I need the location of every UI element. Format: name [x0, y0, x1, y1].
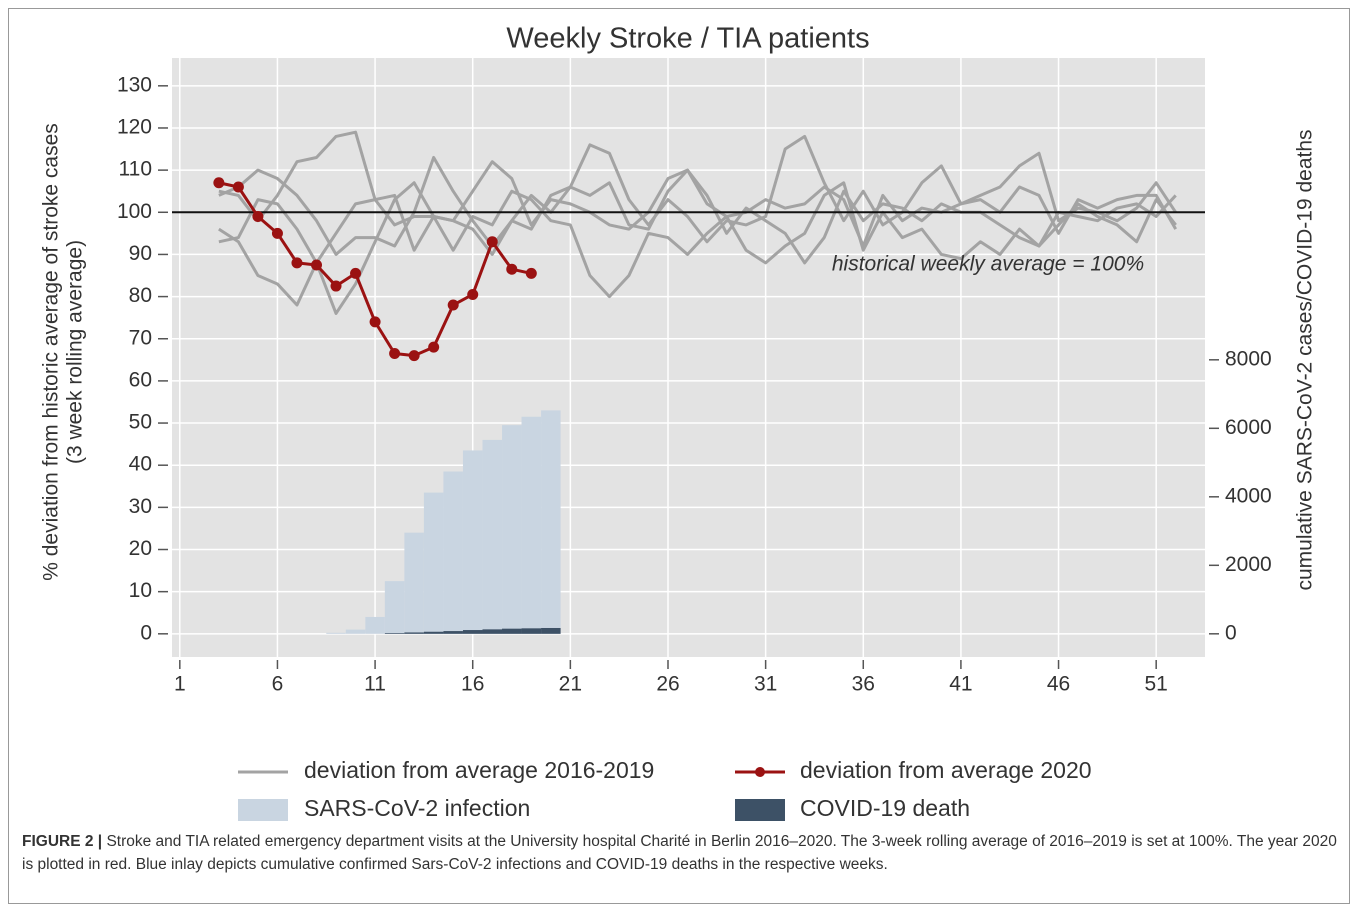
y2-tick-label: 4000: [1225, 484, 1272, 507]
bar: [326, 632, 346, 634]
caption-text: Stroke and TIA related emergency departm…: [22, 833, 1337, 873]
y-tick-label: 40: [129, 453, 152, 476]
bar: [404, 532, 424, 634]
x-tick-label: 31: [754, 673, 777, 696]
bar: [365, 616, 385, 634]
y-axis-label-sub: (3 week rolling average): [64, 240, 87, 464]
point: [428, 341, 440, 353]
y-tick-label: 20: [129, 537, 152, 560]
point: [486, 236, 498, 248]
chart-title: Weekly Stroke / TIA patients: [506, 23, 869, 55]
x-tick-label: 1: [174, 673, 186, 696]
bar: [443, 631, 463, 634]
point: [447, 299, 459, 311]
x-tick-label: 51: [1145, 673, 1168, 696]
y-tick-label: 0: [140, 621, 152, 644]
point: [506, 263, 518, 275]
bar: [404, 632, 424, 634]
annotation: historical weekly average = 100%: [832, 253, 1144, 276]
bar: [423, 631, 444, 634]
point: [291, 257, 303, 269]
point: [389, 347, 401, 359]
point: [350, 267, 362, 279]
point: [232, 181, 244, 193]
point: [311, 259, 323, 271]
point: [408, 350, 420, 362]
y-tick-label: 50: [129, 411, 152, 434]
legend: deviation from average 2016-2019 deviati…: [238, 757, 1092, 821]
y-tick-label: 80: [129, 284, 152, 307]
y-tick-label: 90: [129, 242, 152, 265]
legend-label: COVID-19 death: [800, 795, 970, 821]
bar: [482, 439, 503, 634]
bar: [521, 628, 542, 634]
point: [271, 227, 283, 239]
bar: [423, 492, 444, 634]
y-axis-label: % deviation from historic average of str…: [40, 123, 63, 581]
y-tick-label: 70: [129, 326, 152, 349]
point: [252, 210, 264, 222]
legend-label: deviation from average 2020: [800, 757, 1092, 783]
y-tick-label: 100: [117, 200, 152, 223]
line: [218, 130, 1177, 256]
y-tick-label: 110: [119, 158, 152, 181]
legend-swatch: [735, 799, 785, 821]
bar: [384, 633, 405, 634]
caption: FIGURE 2 | Stroke and TIA related emerge…: [22, 830, 1338, 876]
bar: [443, 471, 463, 634]
y-tick-label: 10: [129, 579, 152, 602]
x-tick-label: 11: [364, 673, 386, 696]
bar: [384, 581, 405, 634]
y2-tick-label: 2000: [1225, 553, 1272, 576]
bar: [521, 416, 542, 634]
x-tick-label: 21: [559, 673, 582, 696]
y2-tick-label: 0: [1225, 621, 1237, 644]
point: [330, 280, 342, 292]
y-tick-label: 120: [117, 116, 152, 139]
bar: [462, 630, 483, 634]
bar: [482, 629, 503, 634]
y2-axis-label: cumulative SARS-CoV-2 cases/COVID-19 dea…: [1294, 129, 1317, 590]
x-tick-label: 6: [272, 673, 284, 696]
legend-swatch: [238, 799, 288, 821]
legend-label: SARS-CoV-2 infection: [304, 795, 530, 821]
bar: [541, 410, 561, 634]
bar: [541, 627, 561, 634]
bar: [462, 450, 483, 634]
x-tick-label: 46: [1047, 673, 1070, 696]
y-tick-label: 60: [129, 368, 152, 391]
line: [218, 181, 1177, 307]
line: [218, 160, 1178, 315]
frame: [8, 8, 1350, 904]
point: [369, 316, 381, 328]
bar: [345, 629, 366, 634]
x-tick-label: 41: [949, 673, 972, 696]
x-tick-label: 26: [656, 673, 679, 696]
y-tick-label: 30: [129, 495, 152, 518]
legend-swatch: [755, 767, 765, 777]
point: [213, 177, 225, 189]
point: [467, 288, 479, 300]
bar: [502, 425, 522, 634]
caption-label: FIGURE 2 |: [22, 833, 103, 850]
legend-label: deviation from average 2016-2019: [304, 757, 654, 783]
marks: [172, 130, 1205, 634]
bar: [502, 628, 522, 634]
x-tick-label: 16: [461, 673, 484, 696]
x-tick-label: 36: [852, 673, 875, 696]
point: [525, 267, 537, 279]
y2-tick-label: 8000: [1225, 347, 1272, 370]
y-tick-label: 130: [117, 73, 152, 96]
y2-tick-label: 6000: [1225, 416, 1272, 439]
